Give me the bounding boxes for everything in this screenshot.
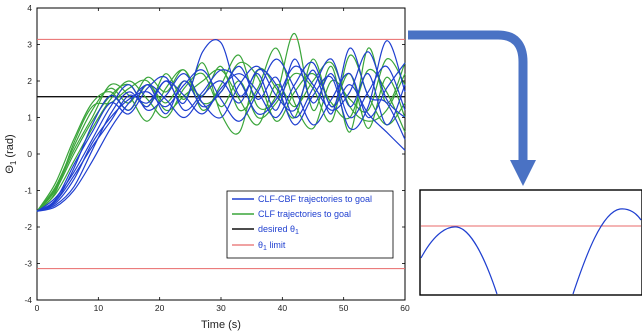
x-tick-label: 50 (339, 303, 349, 313)
inset-zoom (419, 189, 642, 296)
y-axis-label-unit: (rad) (4, 134, 16, 157)
legend-box (226, 190, 394, 259)
x-tick-label: 30 (216, 303, 226, 313)
x-axis-ticks: 0 10 20 30 40 50 60 (35, 8, 410, 313)
y-axis-label-subscript: 1 (9, 160, 18, 165)
y-tick-label: -4 (24, 295, 32, 305)
zoom-arrow (408, 30, 528, 162)
clf-cbf-trajectory-5 (36, 40, 406, 212)
x-tick-label: 0 (35, 303, 40, 313)
clf-trajectory-10 (36, 54, 406, 212)
clf-cbf-trajectory-3 (36, 58, 406, 212)
x-tick-label: 20 (155, 303, 165, 313)
clf-cbf-trajectory-2 (36, 47, 406, 212)
clf-cbf-trajectory-0 (36, 58, 406, 212)
clf-cbf-trajectory-4 (36, 51, 406, 212)
inset-frame (419, 189, 642, 296)
x-tick-label: 10 (94, 303, 104, 313)
y-tick-label: -3 (24, 259, 32, 269)
main-plot: 0 10 20 30 40 50 60 -4 -3 -2 -1 0 1 2 3 4 Time (s) Θ1 … (4, 3, 410, 331)
svg-text:Θ1 (rad): Θ1 (rad) (4, 134, 18, 173)
y-axis-label-symbol: Θ (4, 165, 16, 174)
y-tick-label: -2 (24, 222, 32, 232)
y-tick-label: -1 (24, 186, 32, 196)
inset-trajectory-right (572, 208, 642, 295)
x-axis-label: Time (s) (201, 319, 241, 331)
legend: CLF-CBF trajectories to goal CLF traject… (226, 190, 394, 259)
y-axis-label: Θ1 (rad) (4, 134, 18, 173)
legend-label-clf-cbf: CLF-CBF trajectories to goal (258, 194, 372, 204)
y-tick-label: 0 (27, 149, 32, 159)
x-tick-label: 60 (400, 303, 410, 313)
y-axis-ticks: -4 -3 -2 -1 0 1 2 3 4 (24, 3, 405, 305)
clf-cbf-trajectory-6 (36, 61, 406, 212)
x-tick-label: 40 (278, 303, 288, 313)
legend-label-limit: θ1 limit (258, 240, 286, 252)
trajectory-lines (36, 32, 406, 212)
y-tick-label: 1 (27, 113, 32, 123)
legend-label-clf: CLF trajectories to goal (258, 209, 351, 219)
y-tick-label: 3 (27, 40, 32, 50)
y-tick-label: 2 (27, 76, 32, 86)
inset-trajectory-left (420, 226, 498, 295)
y-tick-label: 4 (27, 3, 32, 13)
legend-label-desired: desired θ1 (258, 224, 299, 236)
zoom-arrow-head (510, 160, 536, 186)
